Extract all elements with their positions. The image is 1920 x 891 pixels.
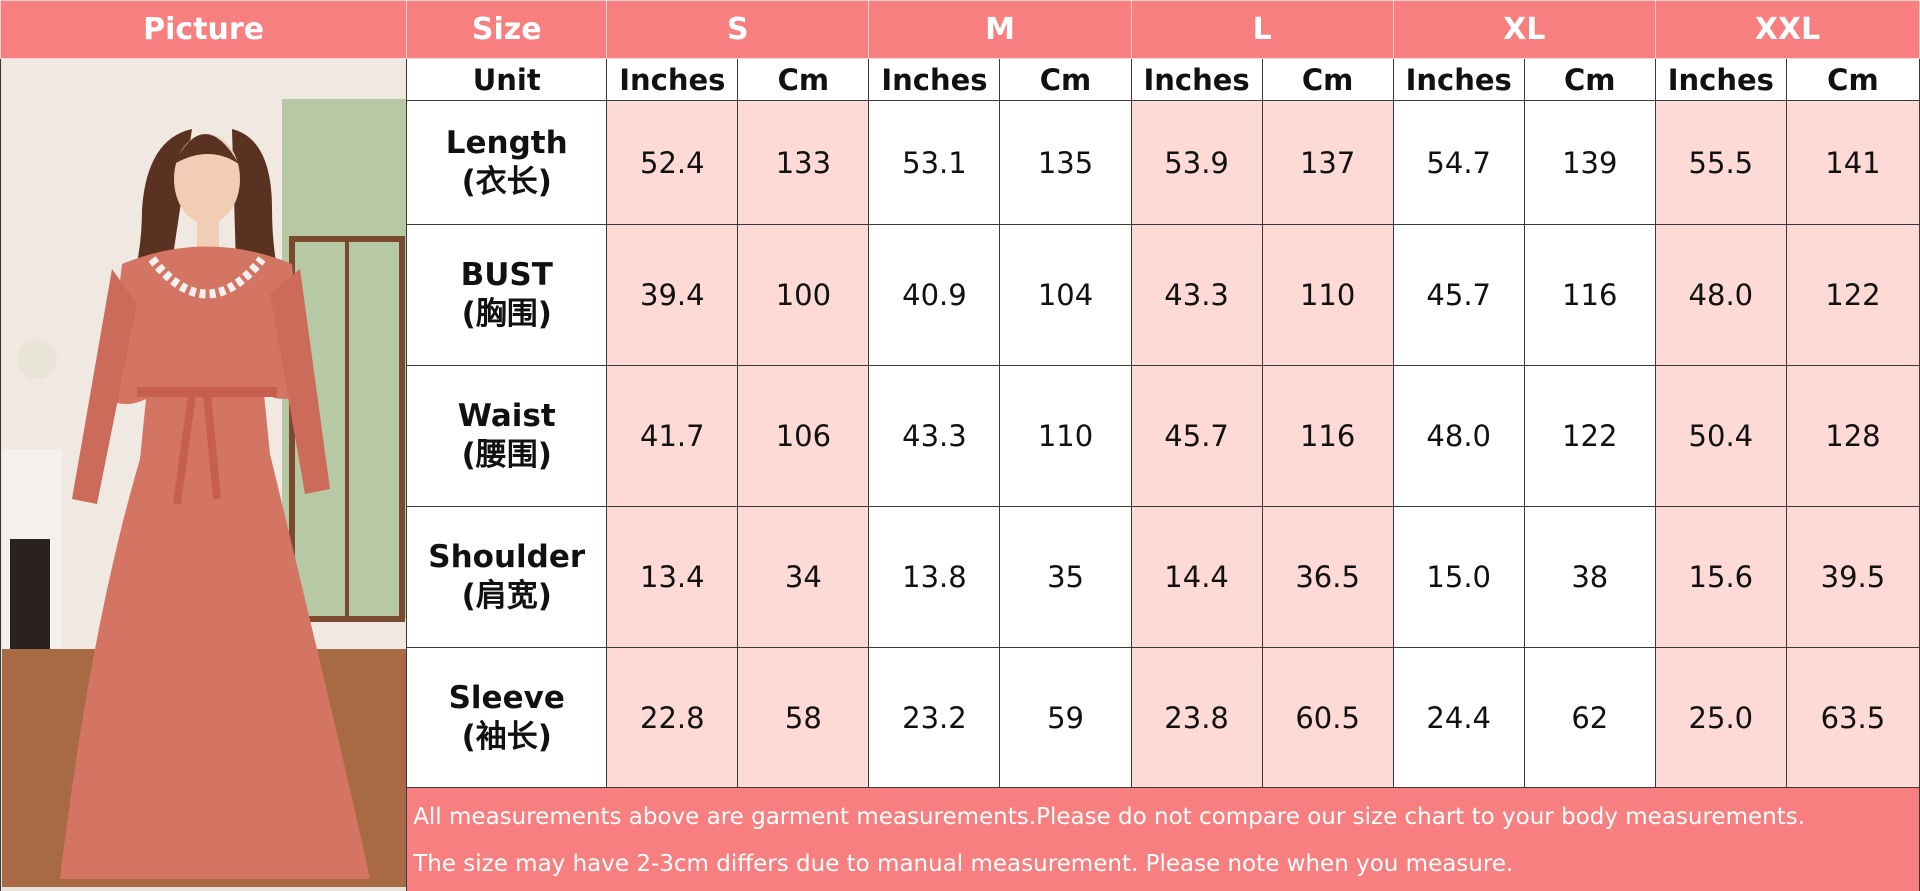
value-cell: 45.7: [1130, 365, 1263, 507]
unit-cell: Cm: [1785, 58, 1920, 101]
notes-row: All measurements above are garment measu…: [1, 787, 1920, 891]
value-cell: 45.7: [1392, 224, 1525, 366]
product-photo: [1, 59, 406, 887]
value-cell: 63.5: [1785, 647, 1920, 788]
unit-cell: Inches: [1130, 58, 1263, 101]
label-cn: (胸围): [461, 296, 552, 332]
header-row: Picture Size S M L XL XXL: [0, 0, 1920, 59]
value-cell: 133: [737, 100, 870, 225]
unit-cell: Cm: [999, 58, 1132, 101]
size-header: L: [1130, 0, 1394, 59]
value-cell: 23.2: [868, 647, 1001, 788]
size-header: XXL: [1654, 0, 1920, 59]
value-cell: 53.1: [868, 100, 1001, 225]
value-cell: 14.4: [1130, 506, 1263, 648]
value-cell: 39.4: [606, 224, 739, 366]
unit-label: Unit: [406, 58, 608, 101]
label-en: BUST: [460, 257, 553, 294]
value-cell: 43.3: [868, 365, 1001, 507]
value-cell: 36.5: [1261, 506, 1394, 648]
value-cell: 110: [999, 365, 1132, 507]
value-cell: 128: [1785, 365, 1920, 507]
size-header: XL: [1392, 0, 1656, 59]
value-cell: 40.9: [868, 224, 1001, 366]
unit-cell: Inches: [606, 58, 739, 101]
value-cell: 104: [999, 224, 1132, 366]
label-en: Sleeve: [448, 679, 565, 716]
value-cell: 23.8: [1130, 647, 1263, 788]
measure-row: Length (衣长) 52.4 133 53.1 135 53.9 137 54.7 139 55…: [1, 100, 1920, 225]
header-cell: Picture: [0, 0, 408, 59]
value-cell: 58: [737, 647, 870, 788]
value-cell: 55.5: [1654, 100, 1787, 225]
value-cell: 15.0: [1392, 506, 1525, 648]
value-cell: 13.8: [868, 506, 1001, 648]
unit-row: Unit Inches Cm Inches Cm Inches Cm Inches Cm Inch…: [0, 58, 1920, 891]
value-cell: 22.8: [606, 647, 739, 788]
value-cell: 25.0: [1654, 647, 1787, 788]
unit-cell: Inches: [1654, 58, 1787, 101]
value-cell: 141: [1785, 100, 1920, 225]
value-cell: 60.5: [1261, 647, 1394, 788]
label-en: Length: [445, 124, 568, 161]
unit-cell: Cm: [737, 58, 870, 101]
unit-cell: Inches: [868, 58, 1001, 101]
label-cn: (腰围): [461, 437, 552, 473]
note: All measurements above are garment measu…: [413, 804, 1806, 830]
size-header: M: [868, 0, 1132, 59]
measure-row: Sleeve (袖长) 22.8 58 23.2 59 23.8 60.5 24.4 62 25.0…: [1, 647, 1920, 788]
unit-cell: Cm: [1261, 58, 1394, 101]
value-cell: 137: [1261, 100, 1394, 225]
value-cell: 13.4: [606, 506, 739, 648]
note: The size may have 2-3cm differs due to m…: [413, 851, 1514, 877]
row-label: BUST (胸围): [406, 224, 608, 366]
value-cell: 100: [737, 224, 870, 366]
value-cell: 116: [1523, 224, 1656, 366]
size-header: S: [606, 0, 870, 59]
value-cell: 122: [1785, 224, 1920, 366]
value-cell: 139: [1523, 100, 1656, 225]
value-cell: 34: [737, 506, 870, 648]
measure-row: Shoulder (肩宽) 13.4 34 13.8 35 14.4 36.5 15.0 38 15…: [1, 506, 1920, 648]
value-cell: 48.0: [1392, 365, 1525, 507]
value-cell: 106: [737, 365, 870, 507]
header-cell: Size: [406, 0, 608, 59]
value-cell: 24.4: [1392, 647, 1525, 788]
label-en: Waist: [457, 398, 556, 435]
row-label: Length (衣长): [406, 100, 608, 225]
value-cell: 39.5: [1785, 506, 1920, 648]
value-cell: 122: [1523, 365, 1656, 507]
unit-cell: Inches: [1392, 58, 1525, 101]
measure-row: BUST (胸围) 39.4 100 40.9 104 43.3 110 45.7 116 48.0…: [1, 224, 1920, 366]
value-cell: 59: [999, 647, 1132, 788]
value-cell: 54.7: [1392, 100, 1525, 225]
value-cell: 15.6: [1654, 506, 1787, 648]
measure-row: Waist (腰围) 41.7 106 43.3 110 45.7 116 48.0 122 50.…: [1, 365, 1920, 507]
value-cell: 48.0: [1654, 224, 1787, 366]
row-label: Sleeve (袖长): [406, 647, 608, 788]
value-cell: 41.7: [606, 365, 739, 507]
value-cell: 135: [999, 100, 1132, 225]
value-cell: 110: [1261, 224, 1394, 366]
value-cell: 53.9: [1130, 100, 1263, 225]
value-cell: 62: [1523, 647, 1656, 788]
label-cn: (衣长): [461, 163, 552, 200]
label-cn: (袖长): [461, 718, 552, 755]
label-en: Shoulder: [428, 539, 586, 576]
row-label: Waist (腰围): [406, 365, 608, 507]
value-cell: 43.3: [1130, 224, 1263, 366]
value-cell: 52.4: [606, 100, 739, 225]
picture-cell: [0, 58, 408, 891]
value-cell: 116: [1261, 365, 1394, 507]
notes-cell: All measurements above are garment measu…: [406, 787, 1920, 891]
label-cn: (肩宽): [461, 578, 552, 614]
unit-cell: Cm: [1523, 58, 1656, 101]
value-cell: 50.4: [1654, 365, 1787, 507]
value-cell: 35: [999, 506, 1132, 648]
row-label: Shoulder (肩宽): [406, 506, 608, 648]
value-cell: 38: [1523, 506, 1656, 648]
